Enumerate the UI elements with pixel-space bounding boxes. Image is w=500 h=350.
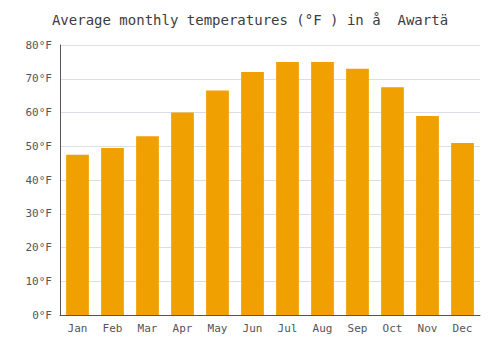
svg-text:Mar: Mar — [138, 322, 158, 335]
svg-text:Sep: Sep — [348, 322, 368, 335]
svg-text:May: May — [208, 322, 228, 335]
svg-text:80°F: 80°F — [26, 39, 53, 52]
svg-text:0°F: 0°F — [32, 309, 52, 322]
svg-text:70°F: 70°F — [26, 72, 53, 85]
svg-text:Jul: Jul — [278, 322, 298, 335]
svg-text:Aug: Aug — [313, 322, 333, 335]
svg-text:50°F: 50°F — [26, 140, 53, 153]
svg-text:30°F: 30°F — [26, 207, 53, 220]
svg-text:Nov: Nov — [418, 322, 438, 335]
svg-text:60°F: 60°F — [26, 106, 53, 119]
svg-text:Average monthly temperatures (: Average monthly temperatures (°F ) in å … — [52, 12, 448, 28]
svg-text:Dec: Dec — [453, 322, 473, 335]
svg-text:10°F: 10°F — [26, 275, 53, 288]
svg-text:20°F: 20°F — [26, 241, 53, 254]
svg-text:Jun: Jun — [243, 322, 263, 335]
svg-text:Apr: Apr — [173, 322, 193, 335]
svg-text:Jan: Jan — [68, 322, 88, 335]
svg-text:40°F: 40°F — [26, 174, 53, 187]
svg-text:Feb: Feb — [103, 322, 123, 335]
svg-text:Oct: Oct — [383, 322, 403, 335]
